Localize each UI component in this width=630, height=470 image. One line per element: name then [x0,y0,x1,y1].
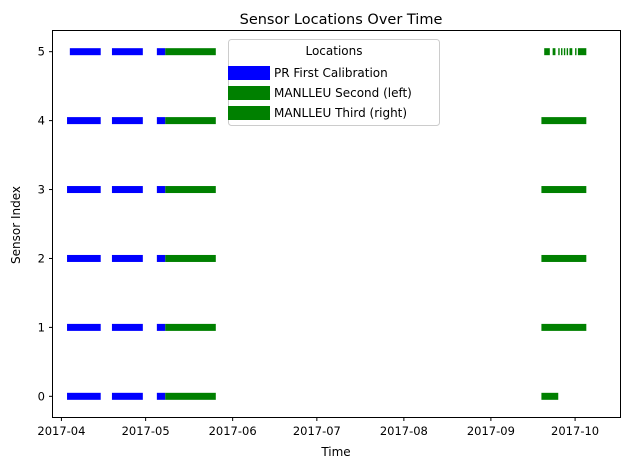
segment-bar [165,323,216,331]
y-axis-ticks: 0 1 2 3 4 5 [38,45,53,403]
legend: Locations PR First Calibration MANLLEU Se… [228,39,440,126]
segment-bar [156,323,166,331]
y-tick-label: 4 [38,114,45,128]
y-tick-label: 2 [38,251,45,265]
segment-bar [566,48,569,56]
legend-swatch [228,106,270,120]
segment-bar [111,254,143,262]
y-tick-label: 5 [38,45,45,59]
x-tick-label: 2017-05 [122,424,170,438]
legend-frame [228,39,440,126]
series-2 [541,48,587,400]
y-tick-label: 1 [38,320,45,334]
y-axis-label: Sensor Index [9,186,23,264]
chart-title: Sensor Locations Over Time [240,12,443,28]
segment-bar [541,186,587,194]
segment-bar [165,48,216,56]
segment-bar [156,186,166,194]
segment-bar [111,48,143,56]
segment-bar [165,186,216,194]
legend-title: Locations [305,44,362,58]
segment-bar [111,323,143,331]
segment-bar [111,392,143,400]
series-0 [67,48,166,400]
x-axis-label: Time [320,445,350,459]
legend-swatch [228,86,270,100]
segment-bar [563,48,566,56]
segment-bar [67,323,101,331]
segment-bar [541,323,587,331]
segment-bar [575,48,577,56]
x-tick-label: 2017-10 [551,424,599,438]
segment-bar [156,254,166,262]
y-tick-label: 0 [38,389,45,403]
segment-bar [541,392,559,400]
axes-frame [52,30,621,418]
x-tick-label: 2017-09 [467,424,515,438]
legend-items: PR First Calibration MANLLEU Second (left… [228,66,412,120]
segment-bar [577,48,587,56]
segment-bar [69,48,101,56]
segment-bar [165,392,216,400]
segment-bar [561,48,563,56]
segment-bar [569,48,573,56]
series-1 [165,48,216,400]
legend-label: MANLLEU Second (left) [274,86,412,100]
segment-bar [165,254,216,262]
x-tick-label: 2017-06 [209,424,257,438]
legend-swatch [228,66,270,80]
segment-bar [111,117,143,125]
segment-bar [67,186,101,194]
x-tick-label: 2017-08 [380,424,428,438]
segment-bar [156,48,166,56]
segment-bar [541,254,587,262]
legend-label: MANLLEU Third (right) [274,106,407,120]
plot-area [67,48,587,400]
segment-bar [67,254,101,262]
segment-bar [156,392,166,400]
segment-bar [552,48,556,56]
x-axis-ticks: 2017-04 2017-05 2017-06 2017-07 2017-08 2017-… [37,417,599,438]
segment-bar [156,117,166,125]
segment-bar [558,48,560,56]
legend-label: PR First Calibration [274,66,388,80]
x-tick-label: 2017-04 [37,424,85,438]
y-tick-label: 3 [38,183,45,197]
x-tick-label: 2017-07 [293,424,341,438]
segment-bar [67,117,101,125]
segment-bar [67,392,101,400]
segment-bar [165,117,216,125]
segment-bar [541,117,587,125]
segment-bar [111,186,143,194]
segment-bar [544,48,550,56]
